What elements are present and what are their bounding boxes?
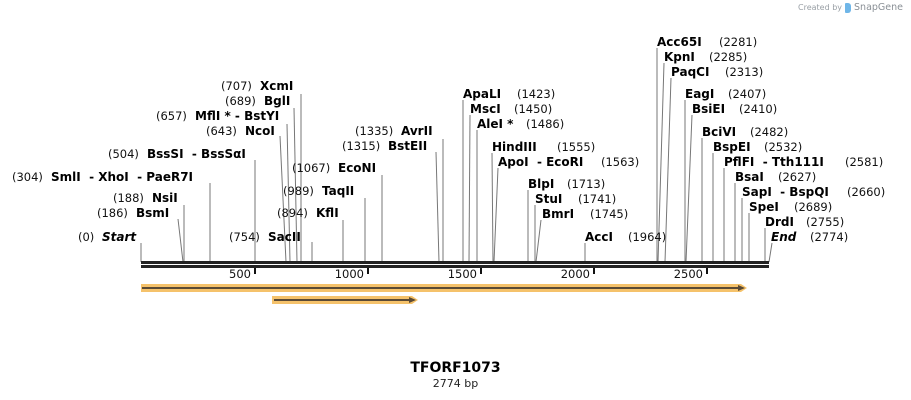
site-kfli[interactable]: (894) KflI <box>277 202 339 221</box>
site-hindiii[interactable]: HindIII (1555) <box>492 136 595 155</box>
tick-label-500: 500 <box>229 267 251 281</box>
site-ncoi[interactable]: (643) NcoI <box>206 120 275 139</box>
site-bsssi-bsssai[interactable]: (504) BssSI - BssSαI <box>108 143 246 162</box>
site-labels-right: ApaLI (1423) MscI (1450) AleI * (1486) H… <box>463 31 885 245</box>
restriction-map: 500 1000 1500 2000 2500 (0) Start (186) … <box>12 31 885 304</box>
feature-orf[interactable] <box>272 296 418 304</box>
credit-brand: SnapGene <box>854 2 903 13</box>
site-apali[interactable]: ApaLI (1423) <box>463 83 555 102</box>
axis-ticks: 500 1000 1500 2000 2500 <box>229 267 708 281</box>
site-end[interactable]: End (2774) <box>771 226 848 245</box>
site-econi[interactable]: (1067) EcoNI <box>292 157 376 176</box>
site-pflfi-tth111i[interactable]: PflFI - Tth111I (2581) <box>724 151 883 170</box>
site-apoi-ecori[interactable]: ApoI - EcoRI (1563) <box>498 151 639 170</box>
site-acci[interactable]: AccI (1964) <box>585 226 666 245</box>
backbone <box>141 261 769 268</box>
site-avrii[interactable]: (1335) AvrII <box>355 120 433 139</box>
site-bspei[interactable]: BspEI (2532) <box>713 136 802 155</box>
snapgene-credit: Created by SnapGene <box>798 2 903 13</box>
site-bgli[interactable]: (689) BglI <box>225 90 290 109</box>
site-alei[interactable]: AleI * (1486) <box>477 113 564 132</box>
site-bcivi[interactable]: BciVI (2482) <box>702 121 788 140</box>
site-sapi-bspqi[interactable]: SapI - BspQI (2660) <box>742 181 885 200</box>
map-length: 2774 bp <box>432 377 479 390</box>
site-msci[interactable]: MscI (1450) <box>470 98 552 117</box>
site-xcmi[interactable]: (707) XcmI <box>221 75 293 94</box>
site-labels-left: (0) Start (186) BsmI (188) NsiI (304) Sm… <box>12 75 433 245</box>
site-drdi[interactable]: DrdI (2755) <box>765 211 844 230</box>
site-spei[interactable]: SpeI (2689) <box>749 196 832 215</box>
leader-lines <box>140 48 773 263</box>
site-sacii[interactable]: (754) SacII <box>229 226 301 245</box>
site-acc65i[interactable]: Acc65I (2281) <box>657 31 757 50</box>
site-bsai[interactable]: BsaI (2627) <box>735 166 816 185</box>
site-bsiei[interactable]: BsiEI (2410) <box>692 98 777 117</box>
tick-label-2000: 2000 <box>561 267 590 281</box>
site-bsmi[interactable]: (186) BsmI <box>97 202 169 221</box>
site-kpni[interactable]: KpnI (2285) <box>664 46 747 65</box>
tick-label-1500: 1500 <box>448 267 477 281</box>
site-stui[interactable]: StuI (1741) <box>535 188 616 207</box>
site-paqci[interactable]: PaqCI (2313) <box>671 61 763 80</box>
snapgene-logo-icon <box>845 2 852 13</box>
site-eagi[interactable]: EagI (2407) <box>685 83 766 102</box>
site-smli-xhoi-paer7i[interactable]: (304) SmlI - XhoI - PaeR7I <box>12 166 193 185</box>
feature-full-length[interactable] <box>141 284 747 292</box>
tick-label-1000: 1000 <box>335 267 364 281</box>
credit-prefix: Created by <box>798 3 843 12</box>
map-title: TFORF1073 <box>410 360 501 376</box>
site-taqii[interactable]: (989) TaqII <box>283 180 354 199</box>
site-bsteii[interactable]: (1315) BstEII <box>342 135 427 154</box>
site-nsii[interactable]: (188) NsiI <box>113 187 178 206</box>
site-blpi[interactable]: BlpI (1713) <box>528 173 605 192</box>
site-mfli-bstyi[interactable]: (657) MflI * - BstYI <box>156 105 279 124</box>
tick-label-2500: 2500 <box>674 267 703 281</box>
site-bmri[interactable]: BmrI (1745) <box>542 203 628 222</box>
site-start[interactable]: (0) Start <box>78 226 137 245</box>
